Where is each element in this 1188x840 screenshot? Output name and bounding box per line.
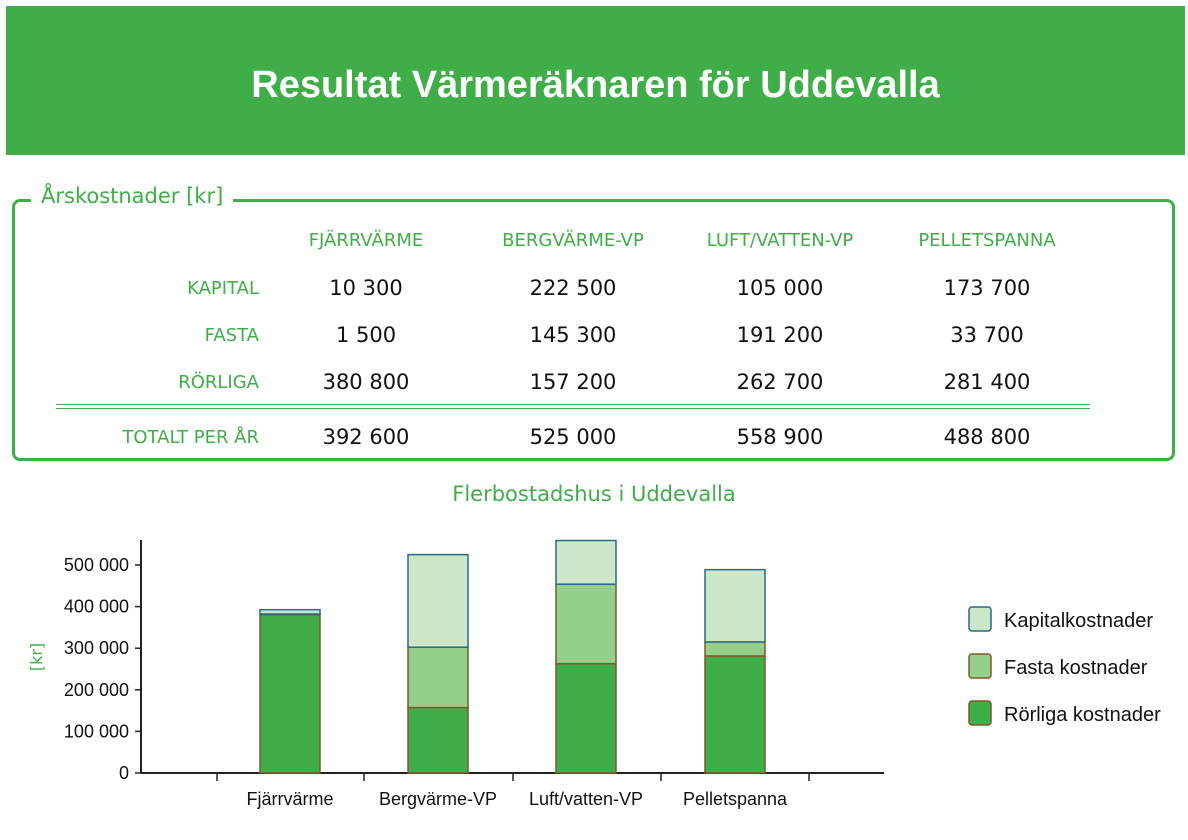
y-tick-label: 500 000 bbox=[64, 555, 129, 575]
chart-title: Flerbostadshus i Uddevalla bbox=[452, 482, 736, 506]
bar-fjarrvarme-kapital bbox=[259, 608, 321, 615]
cell-rorliga-pelletspanna: 281 400 bbox=[943, 370, 1031, 394]
bar-pelletspanna-kapital bbox=[704, 568, 766, 643]
bar-pelletspanna-rorliga bbox=[704, 655, 766, 774]
cell-fasta-fjarrvarme: 1 500 bbox=[335, 323, 397, 347]
page-title: Resultat Värmeräknaren för Uddevalla bbox=[251, 64, 940, 106]
x-tick-label: Bergvärme-VP bbox=[379, 789, 497, 809]
cell-total-luft-vatten: 558 900 bbox=[736, 425, 824, 449]
column-header-pelletspanna: PELLETSPANNA bbox=[918, 230, 1056, 251]
cell-fasta-bergvarme: 145 300 bbox=[529, 323, 617, 347]
legend-swatch-rorliga bbox=[968, 700, 992, 726]
cell-kapital-fjarrvarme: 10 300 bbox=[329, 276, 403, 300]
annual-costs-panel bbox=[12, 199, 1175, 461]
y-tick-label: 200 000 bbox=[64, 680, 129, 700]
total-separator bbox=[56, 404, 1090, 409]
y-tick-label: 300 000 bbox=[64, 638, 129, 658]
cell-kapital-bergvarme: 222 500 bbox=[529, 276, 617, 300]
y-tick-label: 0 bbox=[119, 763, 129, 783]
cell-kapital-pelletspanna: 173 700 bbox=[943, 276, 1031, 300]
column-header-fjarrvarme: FJÄRRVÄRME bbox=[308, 230, 424, 251]
column-header-luft-vatten: LUFT/VATTEN-VP bbox=[706, 230, 854, 251]
legend-label-fasta: Fasta kostnader bbox=[1004, 657, 1148, 679]
cell-rorliga-luft-vatten: 262 700 bbox=[736, 370, 824, 394]
y-axis-label: [kr] bbox=[27, 643, 46, 671]
bar-bergvarme-fasta bbox=[407, 646, 469, 709]
annual-costs-legend: Årskostnader [kr] bbox=[31, 184, 234, 208]
bar-luft-vatten-rorliga bbox=[555, 662, 617, 774]
row-label-fasta: FASTA bbox=[204, 325, 259, 346]
bar-bergvarme-kapital bbox=[407, 553, 469, 648]
y-tick-label: 400 000 bbox=[64, 597, 129, 617]
cell-rorliga-fjarrvarme: 380 800 bbox=[322, 370, 410, 394]
legend-swatch-fasta bbox=[968, 653, 992, 679]
row-label-kapital: KAPITAL bbox=[187, 278, 259, 299]
legend-swatch-kapital bbox=[968, 606, 992, 632]
cell-rorliga-bergvarme: 157 200 bbox=[529, 370, 617, 394]
x-tick-label: Pelletspanna bbox=[683, 789, 788, 809]
cell-fasta-luft-vatten: 191 200 bbox=[736, 323, 824, 347]
y-tick-label: 100 000 bbox=[64, 721, 129, 741]
x-tick-label: Fjärrvärme bbox=[246, 789, 333, 809]
row-label-total: TOTALT PER ÅR bbox=[122, 427, 259, 448]
bar-bergvarme-rorliga bbox=[407, 706, 469, 774]
cell-fasta-pelletspanna: 33 700 bbox=[950, 323, 1024, 347]
column-header-bergvarme: BERGVÄRME-VP bbox=[502, 230, 644, 251]
cell-total-bergvarme: 525 000 bbox=[529, 425, 617, 449]
cell-total-pelletspanna: 488 800 bbox=[943, 425, 1031, 449]
bar-fjarrvarme-rorliga bbox=[259, 613, 321, 774]
legend-label-kapital: Kapitalkostnader bbox=[1004, 610, 1153, 632]
x-tick-label: Luft/vatten-VP bbox=[529, 789, 643, 809]
cell-kapital-luft-vatten: 105 000 bbox=[736, 276, 824, 300]
legend-label-rorliga: Rörliga kostnader bbox=[1004, 704, 1161, 726]
row-label-rorliga: RÖRLIGA bbox=[178, 372, 259, 393]
bar-pelletspanna-fasta bbox=[704, 641, 766, 657]
cell-total-fjarrvarme: 392 600 bbox=[322, 425, 410, 449]
header-banner: Resultat Värmeräknaren för Uddevalla bbox=[6, 6, 1185, 155]
bar-luft-vatten-kapital bbox=[555, 539, 617, 585]
bar-luft-vatten-fasta bbox=[555, 583, 617, 665]
